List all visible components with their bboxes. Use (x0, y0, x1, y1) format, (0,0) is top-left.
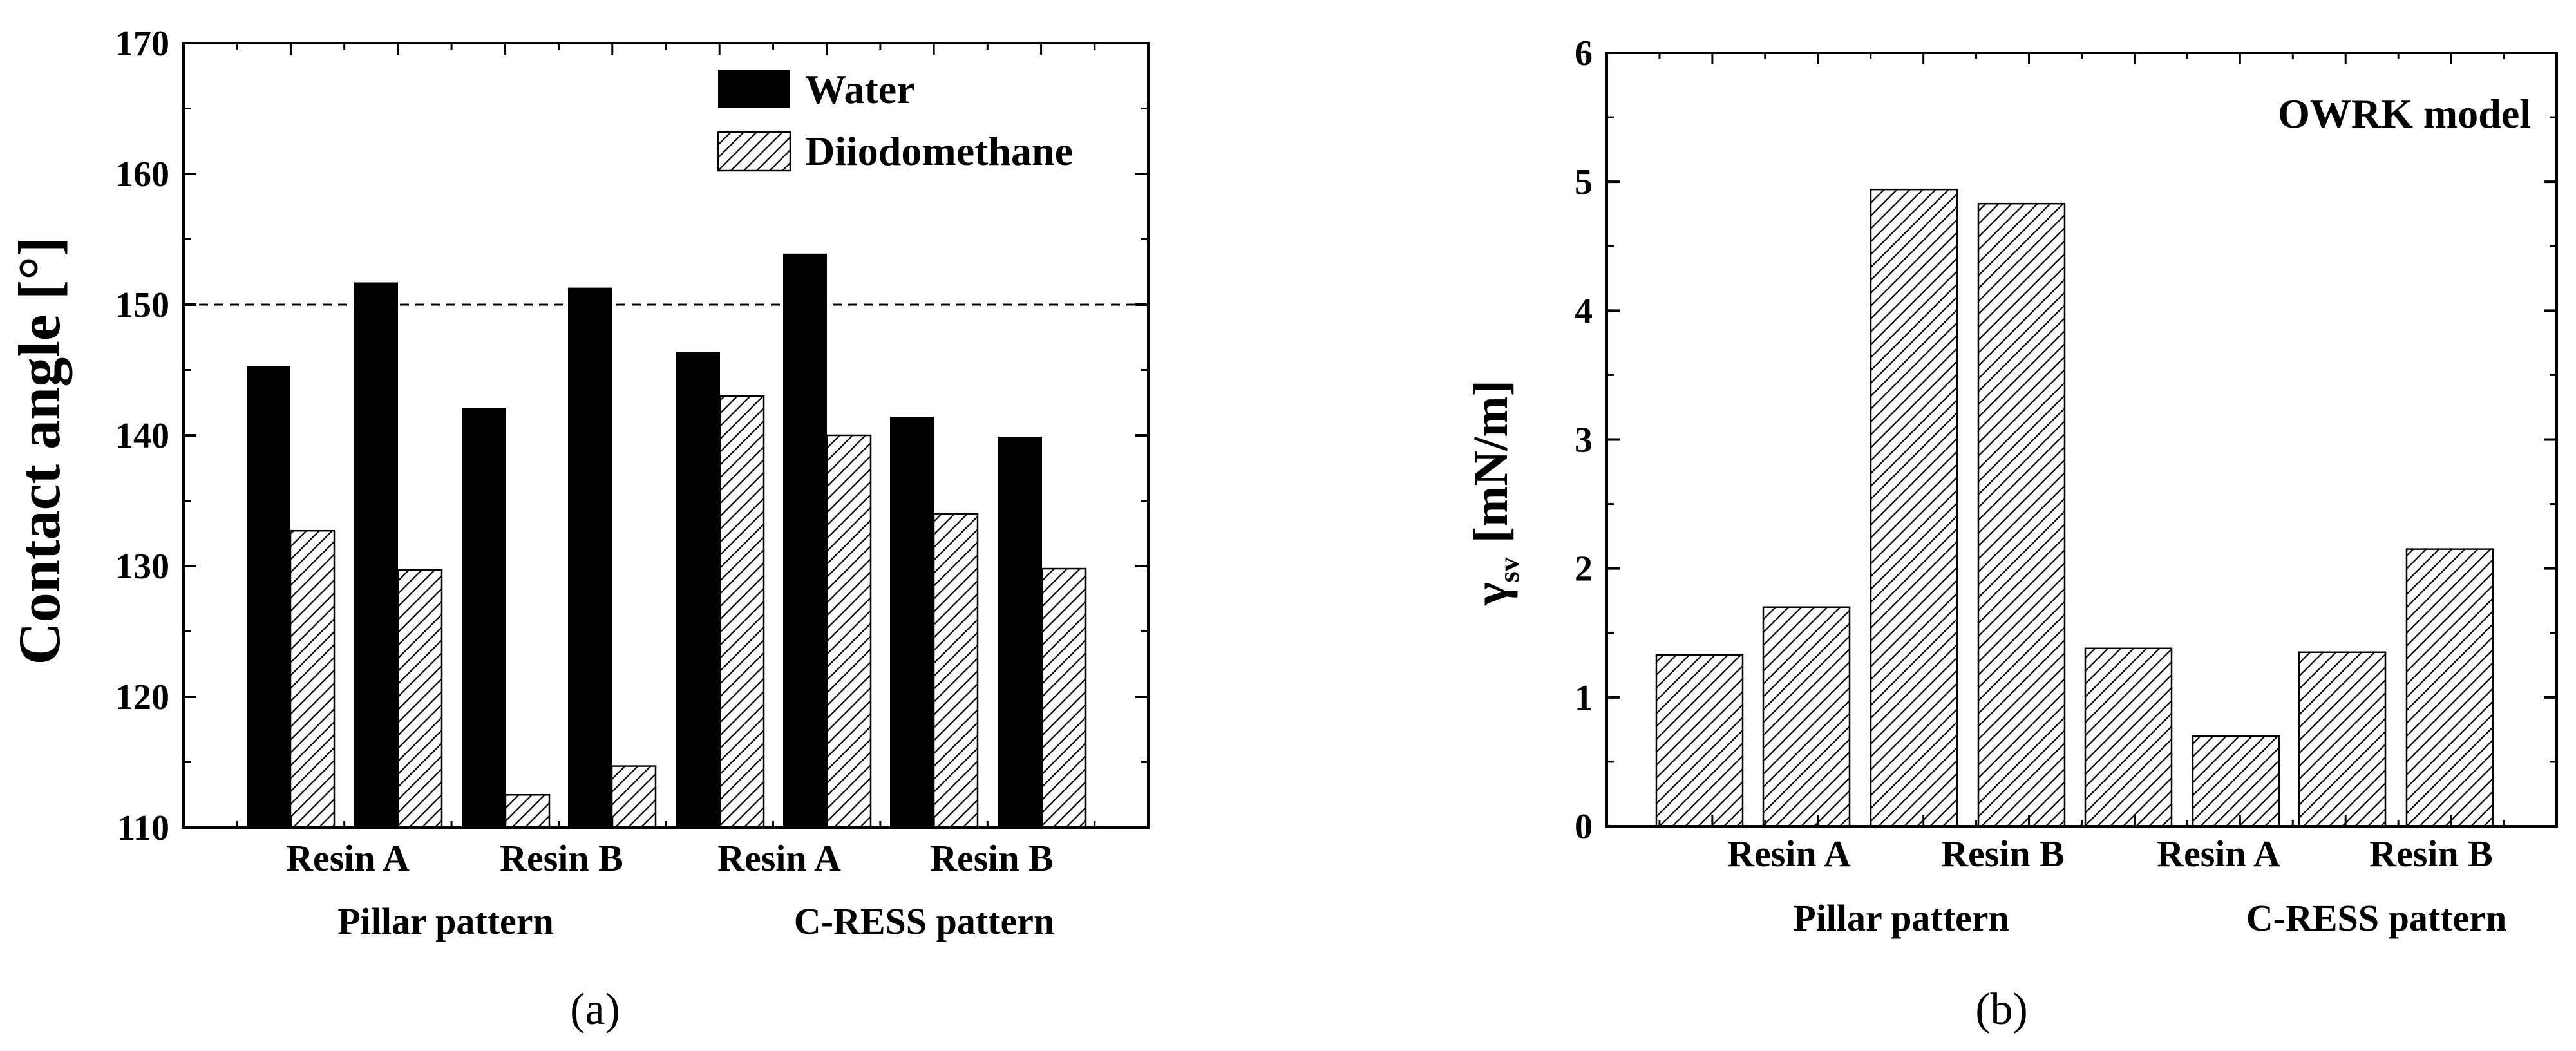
diiodomethane-bar (611, 765, 657, 829)
panel-b-bars (1655, 188, 2494, 828)
y-tick-label: 0 (1575, 807, 1593, 847)
gamma-sv-bar (2298, 651, 2387, 828)
gamma-sv-bar (2405, 548, 2494, 828)
y-tick-label: 130 (115, 547, 169, 587)
gamma-symbol: γ (1464, 582, 1518, 606)
panel-b-surface-energy-chart: 0 1 2 3 4 5 6 γsv [mN/m] OWRK model Resin A Res… (1464, 33, 2558, 1034)
gamma-sv-bar (2192, 735, 2280, 828)
y-tick-label: 3 (1575, 421, 1593, 460)
panel-a-group-label: Pillar pattern (337, 900, 554, 942)
panel-b-axis-ticks: 0 1 2 3 4 5 6 (1575, 33, 2558, 847)
gamma-sv-bar (2084, 647, 2173, 828)
panel-a-axis-ticks: 110 120 130 140 150 160 170 (115, 24, 1150, 848)
panel-b-category-label: Resin A (2157, 833, 2280, 875)
gamma-subscript: sv (1493, 557, 1525, 582)
water-bar (462, 408, 506, 828)
y-tick-label: 150 (115, 285, 169, 325)
y-tick-label: 2 (1575, 549, 1593, 589)
y-tick-label: 110 (117, 808, 169, 848)
diiodomethane-bar (826, 434, 872, 829)
diiodomethane-bar (933, 513, 979, 829)
water-bar (247, 366, 290, 828)
panel-a-caption: (a) (570, 985, 620, 1034)
legend-label-water: Water (805, 66, 915, 112)
y-tick-label: 1 (1575, 678, 1593, 718)
panel-b-group-label: C-RESS pattern (2246, 897, 2506, 939)
panel-a-bars (247, 253, 1087, 829)
water-bar (890, 417, 934, 828)
water-bar (568, 287, 612, 828)
gamma-sv-bar (1977, 202, 2066, 828)
diiodomethane-bar (504, 794, 551, 829)
water-bar (354, 282, 398, 828)
panel-a-category-label: Resin A (286, 837, 410, 879)
panel-b-category-label: Resin B (1941, 833, 2065, 875)
water-bar (676, 352, 720, 828)
panel-b-category-label: Resin A (1727, 833, 1851, 875)
panel-b-y-axis-label: γsv [mN/m] (1464, 380, 1525, 606)
panel-a-y-axis-label: Contact angle [°] (6, 236, 72, 665)
diiodomethane-bar (719, 395, 765, 829)
legend-label-diiodomethane: Diiodomethane (805, 128, 1073, 174)
y-tick-label: 140 (115, 416, 169, 456)
legend-swatch-diiodomethane (717, 131, 791, 172)
panel-a-category-label: Resin B (500, 837, 623, 879)
gamma-unit: [mN/m] (1464, 380, 1518, 543)
gamma-sv-bar (1655, 654, 1744, 828)
panel-b-group-label: Pillar pattern (1793, 897, 2009, 939)
water-bar (998, 437, 1042, 828)
panel-a-category-label: Resin B (930, 837, 1054, 879)
gamma-sv-bar (1762, 606, 1851, 828)
gamma-sv-bar (1870, 188, 1958, 828)
y-tick-label: 5 (1575, 162, 1593, 202)
owrk-model-annotation: OWRK model (2278, 91, 2531, 137)
diiodomethane-bar (397, 569, 443, 829)
panel-a-category-label: Resin A (717, 837, 841, 879)
y-tick-label: 6 (1575, 33, 1593, 73)
y-tick-label: 120 (115, 677, 169, 717)
legend-swatch-water (718, 70, 790, 108)
panel-b-category-label: Resin B (2369, 833, 2493, 875)
panel-a-group-label: C-RESS pattern (794, 900, 1054, 942)
diiodomethane-bar (1041, 567, 1087, 829)
panel-b-caption: (b) (1975, 985, 2028, 1034)
panel-a-legend: Water Diiodomethane (717, 66, 1073, 174)
diiodomethane-bar (289, 529, 336, 829)
y-tick-label: 160 (115, 155, 169, 194)
y-tick-label: 4 (1575, 291, 1593, 331)
y-tick-label: 170 (115, 24, 169, 64)
water-bar (783, 253, 827, 828)
svg-text:γsv[mN/m]: γsv [mN/m] (1464, 380, 1525, 606)
